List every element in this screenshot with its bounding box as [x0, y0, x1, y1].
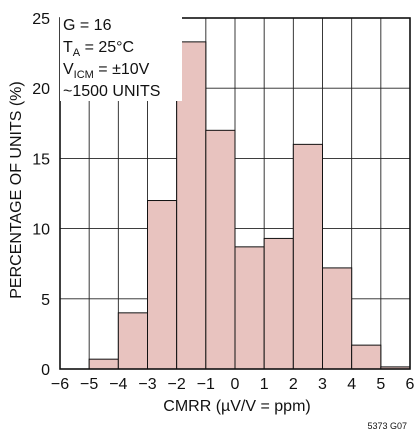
x-tick-label: 3 — [318, 376, 327, 393]
annotation-vicm-suffix: = ±10V — [94, 61, 150, 78]
y-tick-label: 15 — [32, 151, 50, 168]
annotation-vicm-subscript: ICM — [74, 69, 94, 81]
annotation-temperature-prefix: T — [63, 39, 73, 56]
x-tick-label: 1 — [260, 376, 269, 393]
figure-id: 5373 G07 — [367, 421, 407, 431]
annotation-units: ~1500 UNITS — [63, 83, 160, 100]
x-tick-label: −1 — [197, 376, 215, 393]
annotation-vicm-prefix: V — [63, 61, 74, 78]
y-tick-label: 5 — [41, 292, 50, 309]
x-tick-label: −6 — [51, 376, 69, 393]
histogram-bar — [88, 358, 119, 370]
x-tick-label: 0 — [231, 376, 240, 393]
annotation-temperature-subscript: A — [73, 47, 81, 59]
tick-layer: −6 −5 −4 −3 −2 −1 0 1 2 3 4 5 6 0 5 10 15 20 25 — [32, 11, 414, 393]
histogram-bar — [117, 312, 149, 370]
y-tick-label: 0 — [41, 362, 50, 379]
annotation-temperature-suffix: = 25°C — [80, 39, 134, 56]
plot-frame — [59, 17, 411, 370]
annotation-temperature: TA = 25°C — [63, 39, 134, 59]
annotation-vicm: VICM = ±10V — [63, 61, 150, 81]
x-tick-label: 2 — [289, 376, 298, 393]
histogram-bar — [234, 246, 265, 370]
x-tick-label: 6 — [406, 376, 415, 393]
histogram-bar — [292, 143, 324, 370]
y-tick-label: 10 — [32, 222, 50, 239]
annotation-background — [60, 11, 182, 101]
y-tick-label: 25 — [32, 11, 50, 28]
x-tick-label: 4 — [347, 376, 356, 393]
x-tick-label: −4 — [109, 376, 127, 393]
bar-layer — [88, 41, 411, 370]
x-tick-label: −5 — [80, 376, 98, 393]
x-tick-label: 5 — [376, 376, 385, 393]
x-axis-title: CMRR (µV/V = ppm) — [163, 398, 310, 415]
histogram-bar — [351, 344, 382, 370]
y-axis-title: PERCENTAGE OF UNITS (%) — [8, 81, 25, 299]
histogram-bar — [205, 129, 236, 370]
histogram-bar — [322, 267, 353, 370]
x-tick-label: −3 — [138, 376, 156, 393]
histogram-bar — [147, 200, 178, 370]
histogram-bar — [263, 237, 294, 370]
y-tick-label: 20 — [32, 81, 50, 98]
x-tick-label: −2 — [168, 376, 186, 393]
annotation-gain: G = 16 — [63, 17, 112, 34]
